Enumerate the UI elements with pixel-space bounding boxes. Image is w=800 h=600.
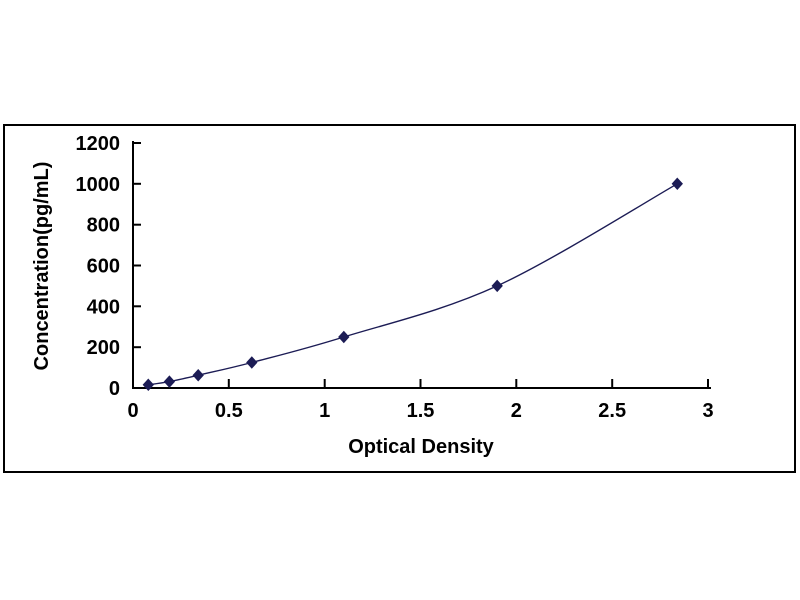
- data-point-marker: [142, 378, 154, 392]
- series-line: [148, 183, 678, 386]
- x-tick-label: 1.5: [407, 400, 435, 422]
- x-tick-label: 1: [319, 400, 330, 422]
- data-point-marker: [491, 279, 503, 293]
- y-axis-title: Concentration(pg/mL): [31, 162, 53, 371]
- data-point-marker: [338, 330, 350, 344]
- x-tick-label: 3: [702, 400, 713, 422]
- x-tick-label: 0.5: [215, 400, 243, 422]
- data-point-marker: [246, 356, 258, 369]
- y-tick-label: 400: [87, 296, 120, 318]
- y-tick-label: 1200: [76, 133, 121, 155]
- y-tick-label: 200: [87, 337, 120, 359]
- y-tick-label: 0: [109, 378, 120, 400]
- y-tick-label: 800: [87, 215, 120, 237]
- plot-frame: [3, 124, 796, 473]
- data-point-marker: [671, 177, 683, 191]
- x-axis: 0 0.5 1 1.5 2 2.5 3: [127, 379, 714, 422]
- x-tick-label: 2.5: [598, 400, 626, 422]
- data-point-marker: [192, 368, 204, 382]
- x-axis-title: Optical Density: [348, 436, 494, 458]
- y-tick-label: 600: [87, 256, 120, 278]
- x-tick-label: 2: [511, 400, 522, 422]
- data-points: [142, 177, 683, 392]
- x-tick-label: 0: [127, 400, 138, 422]
- data-point-marker: [163, 375, 176, 388]
- y-axis: 0 200 400 600 800 1000 1200: [76, 133, 141, 400]
- y-tick-label: 1000: [76, 174, 121, 196]
